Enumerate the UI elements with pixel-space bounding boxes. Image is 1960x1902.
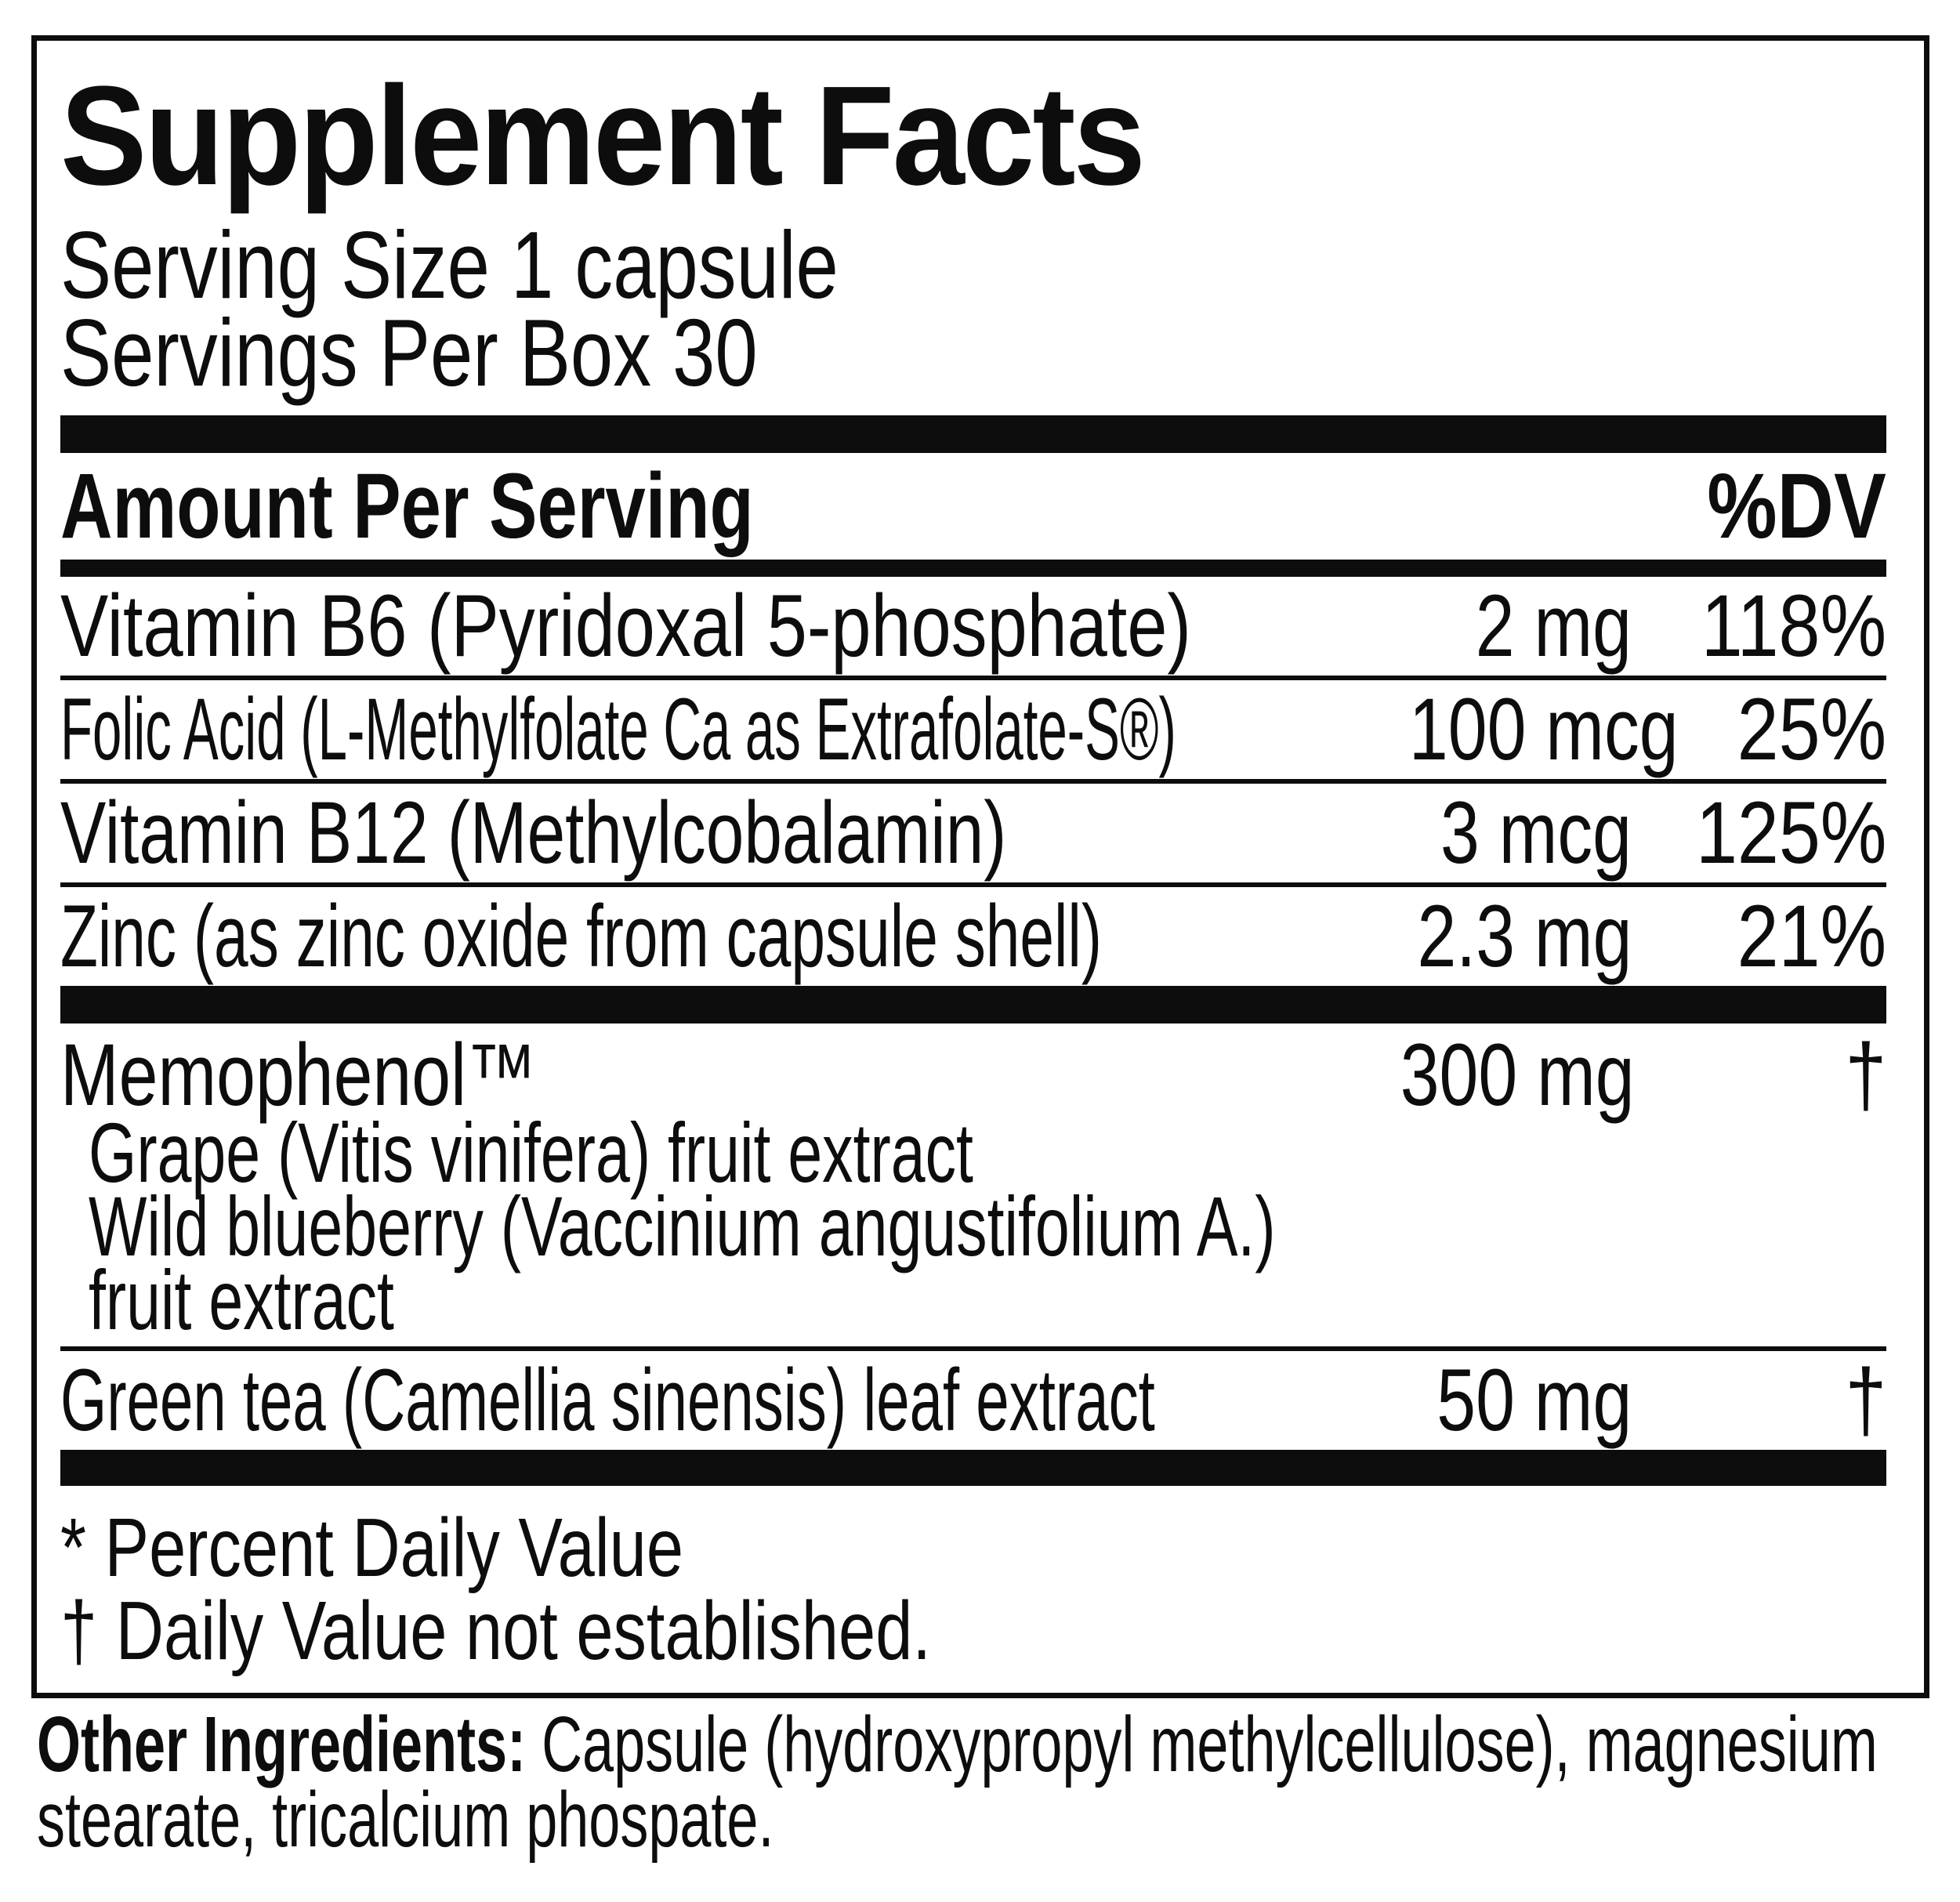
other-ingredients-text: Capsule (hydroxypropyl methylcellulose),… xyxy=(37,1701,1878,1864)
blend-block-memophenol: Memophenol™ 300 mg † Grape (Vitis vinife… xyxy=(60,1023,1886,1346)
row-name: Memophenol™ xyxy=(60,1026,537,1124)
divider-hairline xyxy=(60,882,1886,887)
blend-row: Memophenol™ 300 mg † xyxy=(60,1026,1886,1124)
row-name: Zinc (as zinc oxide from capsule shell) xyxy=(60,887,1102,985)
row-dv: 118% xyxy=(1701,577,1886,675)
blend-component: Wild blueberry (Vaccinium angustifolium … xyxy=(89,1179,1276,1273)
row-amount: 300 mg xyxy=(1400,1026,1635,1124)
divider-hairline xyxy=(60,676,1886,680)
blend-component: Grape (Vitis vinifera) fruit extract xyxy=(89,1105,973,1200)
row-amount: 50 mg xyxy=(1436,1351,1632,1449)
row-amount: 3 mcg xyxy=(1440,784,1632,882)
table-row-zinc: Zinc (as zinc oxide from capsule shell) … xyxy=(60,887,1886,986)
blend-component: fruit extract xyxy=(89,1252,394,1347)
serving-info: Serving Size 1 capsule Servings Per Box … xyxy=(60,212,1886,406)
divider-hairline xyxy=(60,779,1886,784)
row-amount: 100 mcg xyxy=(1408,680,1679,778)
row-dv: † xyxy=(1845,1026,1886,1124)
row-name: Folic Acid (L-Methylfolate Ca as Extrafo… xyxy=(60,680,1176,778)
panel-title-text: Supplement Facts xyxy=(60,57,1146,215)
other-ingredients: Other Ingredients: Capsule (hydroxypropy… xyxy=(37,1705,1951,1859)
row-amount: 2 mg xyxy=(1475,577,1632,675)
row-dv: 21% xyxy=(1737,887,1886,985)
row-name: Vitamin B6 (Pyridoxal 5-phosphate) xyxy=(60,577,1191,675)
footnote-percent-dv: * Percent Daily Value xyxy=(60,1502,683,1594)
row-name: Vitamin B12 (Methylcobalamin) xyxy=(60,784,1007,882)
table-row-green-tea: Green tea (Camellia sinensis) leaf extra… xyxy=(60,1351,1886,1450)
footnote-dv-not-established: † Daily Value not established. xyxy=(60,1585,931,1677)
divider-medium xyxy=(60,560,1886,577)
servings-per-box: Servings Per Box 30 xyxy=(60,299,758,406)
other-ingredients-paragraph: Other Ingredients: Capsule (hydroxypropy… xyxy=(37,1705,1951,1859)
row-name: Green tea (Camellia sinensis) leaf extra… xyxy=(60,1351,1155,1449)
table-row-vitamin-b6: Vitamin B6 (Pyridoxal 5-phosphate) 2 mg … xyxy=(60,577,1886,676)
row-amount: 2.3 mg xyxy=(1417,887,1632,985)
amount-per-serving-header: Amount Per Serving xyxy=(60,455,754,558)
footnotes: * Percent Daily Value † Daily Value not … xyxy=(60,1506,1886,1672)
divider-thick-middle xyxy=(60,986,1886,1023)
row-dv: 125% xyxy=(1695,784,1886,882)
divider-thick-top xyxy=(60,415,1886,453)
panel-title: Supplement Facts xyxy=(60,64,1886,208)
divider-hairline xyxy=(60,1346,1886,1351)
table-row-folic-acid: Folic Acid (L-Methylfolate Ca as Extrafo… xyxy=(60,680,1886,779)
serving-size: Serving Size 1 capsule xyxy=(60,212,839,318)
supplement-facts-panel: Supplement Facts Serving Size 1 capsule … xyxy=(31,35,1929,1698)
divider-thick-bottom xyxy=(60,1450,1886,1486)
row-dv: † xyxy=(1845,1351,1886,1449)
other-ingredients-label: Other Ingredients: xyxy=(37,1701,527,1788)
row-dv: 25% xyxy=(1737,680,1886,778)
dv-header: %DV xyxy=(1707,455,1886,558)
column-header-row: Amount Per Serving %DV xyxy=(60,455,1886,558)
table-row-vitamin-b12: Vitamin B12 (Methylcobalamin) 3 mcg 125% xyxy=(60,784,1886,882)
